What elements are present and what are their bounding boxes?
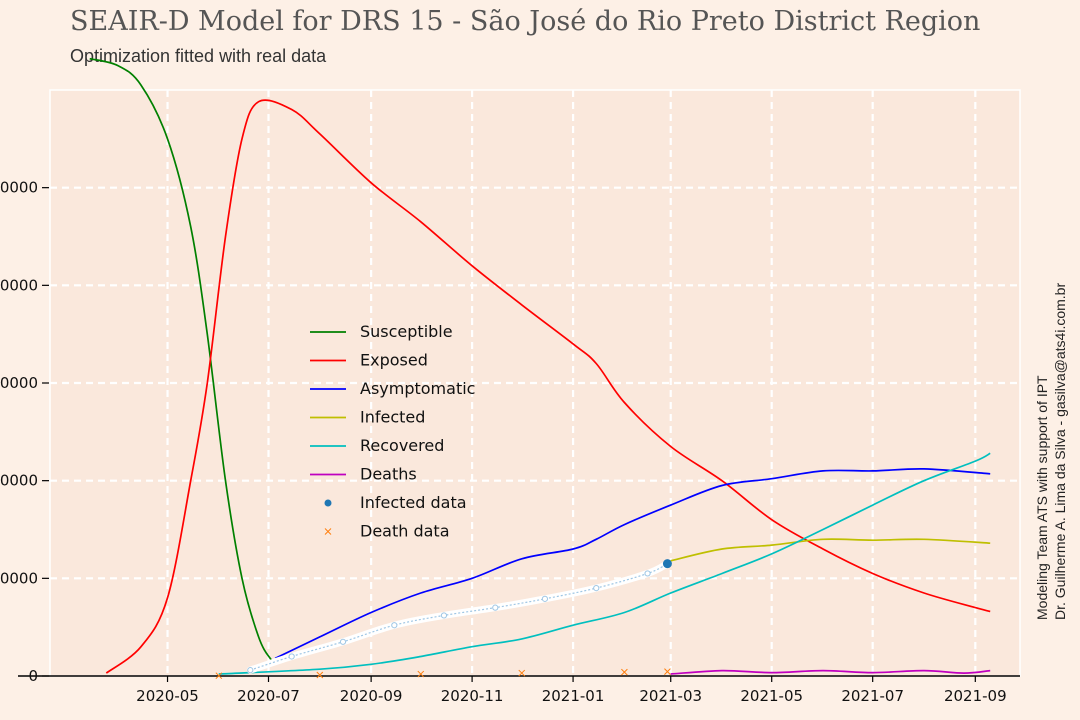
x-tick-label: 2020-11	[441, 687, 504, 705]
y-tick-label: 0000	[0, 179, 38, 197]
legend-item-exposed: Exposed	[310, 351, 428, 370]
x-tick-label: 2021-05	[740, 687, 803, 705]
infected-data-trail-dots	[250, 563, 668, 671]
legend-label: Infected	[360, 408, 425, 427]
grid-lines	[50, 90, 1020, 676]
x-tick-label: 2021-03	[639, 687, 702, 705]
x-tick-label: 2021-01	[542, 687, 605, 705]
infected-data-point	[593, 585, 600, 592]
legend-item-infected: Infected	[310, 408, 425, 427]
legend-item-asymptomatic: Asymptomatic	[310, 379, 475, 398]
legend-label: Deaths	[360, 465, 417, 484]
series-susceptible	[89, 57, 276, 663]
series-exposed	[105, 99, 991, 674]
y-tick-label: 0000	[0, 374, 38, 392]
legend-item-deaths: Deaths	[310, 465, 417, 484]
infected-data-point	[391, 622, 398, 629]
x-tick-label: 2021-07	[841, 687, 904, 705]
x-tick-label: 2021-09	[944, 687, 1007, 705]
chart-subtitle: Optimization fitted with real data	[70, 46, 327, 66]
legend-swatch	[324, 499, 332, 507]
infected-data-point	[492, 604, 499, 611]
y-tick-label: 0000	[0, 276, 38, 294]
legend-item-recovered: Recovered	[310, 436, 444, 455]
series-line-asymptomatic	[274, 468, 991, 660]
series-line-exposed	[105, 99, 991, 674]
series-death-data	[215, 668, 671, 680]
legend-item-susceptible: Susceptible	[310, 322, 453, 341]
x-tick-label: 2020-07	[237, 687, 300, 705]
series-deaths	[670, 669, 991, 675]
legend-label: Exposed	[360, 351, 428, 370]
y-tick-label: 0000	[0, 569, 38, 587]
legend-item-infected-data: Infected data	[324, 493, 467, 512]
death-data-point	[417, 670, 425, 678]
death-data-point	[664, 668, 671, 675]
series-line-infected	[670, 538, 991, 562]
series-infected-data	[246, 559, 672, 674]
infected-data-point	[644, 570, 651, 577]
y-tick-label: 0	[28, 667, 38, 685]
infected-data-point	[339, 638, 347, 645]
chart-title: SEAIR-D Model for DRS 15 - São José do R…	[70, 6, 981, 37]
legend-swatch	[324, 528, 332, 535]
legend: Susceptible Exposed Asymptomatic Infected Re…	[310, 322, 475, 541]
legend-label: Death data	[360, 522, 450, 541]
legend-item-death-data: Death data	[324, 522, 450, 541]
x-tick-label: 2020-09	[340, 687, 403, 705]
series-line-recovered	[218, 452, 991, 675]
series-infected	[670, 538, 991, 562]
x-tick-label: 2020-05	[136, 687, 199, 705]
legend-label: Recovered	[360, 436, 444, 455]
series-line-susceptible	[89, 57, 276, 663]
death-data-point	[316, 671, 324, 679]
y-tick-label: 0000	[0, 472, 38, 490]
infected-data-point	[541, 595, 549, 602]
series-line-deaths	[670, 669, 991, 675]
legend-label: Asymptomatic	[360, 379, 475, 398]
infected-data-point	[247, 667, 254, 674]
series-group	[89, 57, 991, 680]
infected-data-point	[440, 612, 448, 619]
series-recovered	[218, 452, 991, 675]
legend-label: Infected data	[360, 493, 467, 512]
legend-label: Susceptible	[360, 322, 453, 341]
death-data-point	[215, 672, 223, 680]
death-data-point	[518, 669, 526, 677]
series-asymptomatic	[274, 468, 991, 660]
infected-data-point	[288, 653, 295, 660]
axes: 2020-05 2020-07 2020-09 2020-11 2021-01 2021-…	[0, 179, 1020, 705]
infected-data-point	[662, 559, 672, 569]
death-data-point	[621, 668, 628, 676]
